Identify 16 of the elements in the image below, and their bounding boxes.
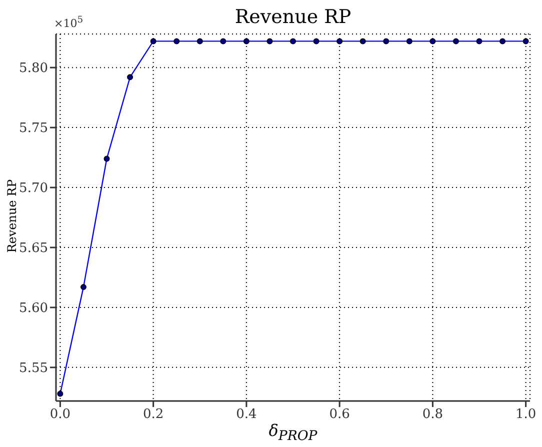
x-axis-title: δ$_{PROP}$ — [268, 421, 318, 444]
x-tick-label: 0.8 — [422, 407, 444, 422]
text: ×10$^{5}$ — [54, 14, 84, 30]
y-axis-title: Revenue RP — [5, 178, 19, 252]
x-tick-label: 0.6 — [329, 407, 350, 422]
y-tick-label: 5.65 — [19, 241, 48, 256]
x-tick-label: 1.0 — [515, 407, 536, 422]
y-tick-label: 5.55 — [19, 361, 48, 376]
y-tick-label: 5.60 — [19, 301, 48, 316]
y-tick-label: 5.70 — [19, 181, 48, 196]
x-tick-label: 0.4 — [236, 407, 257, 422]
x-tick-label: 0.0 — [50, 407, 71, 422]
y-tick-label: 5.75 — [19, 121, 48, 136]
y-tick-label: 5.80 — [19, 61, 48, 76]
chart-title: Revenue RP — [234, 6, 352, 28]
x-tick-label: 0.2 — [142, 407, 164, 422]
